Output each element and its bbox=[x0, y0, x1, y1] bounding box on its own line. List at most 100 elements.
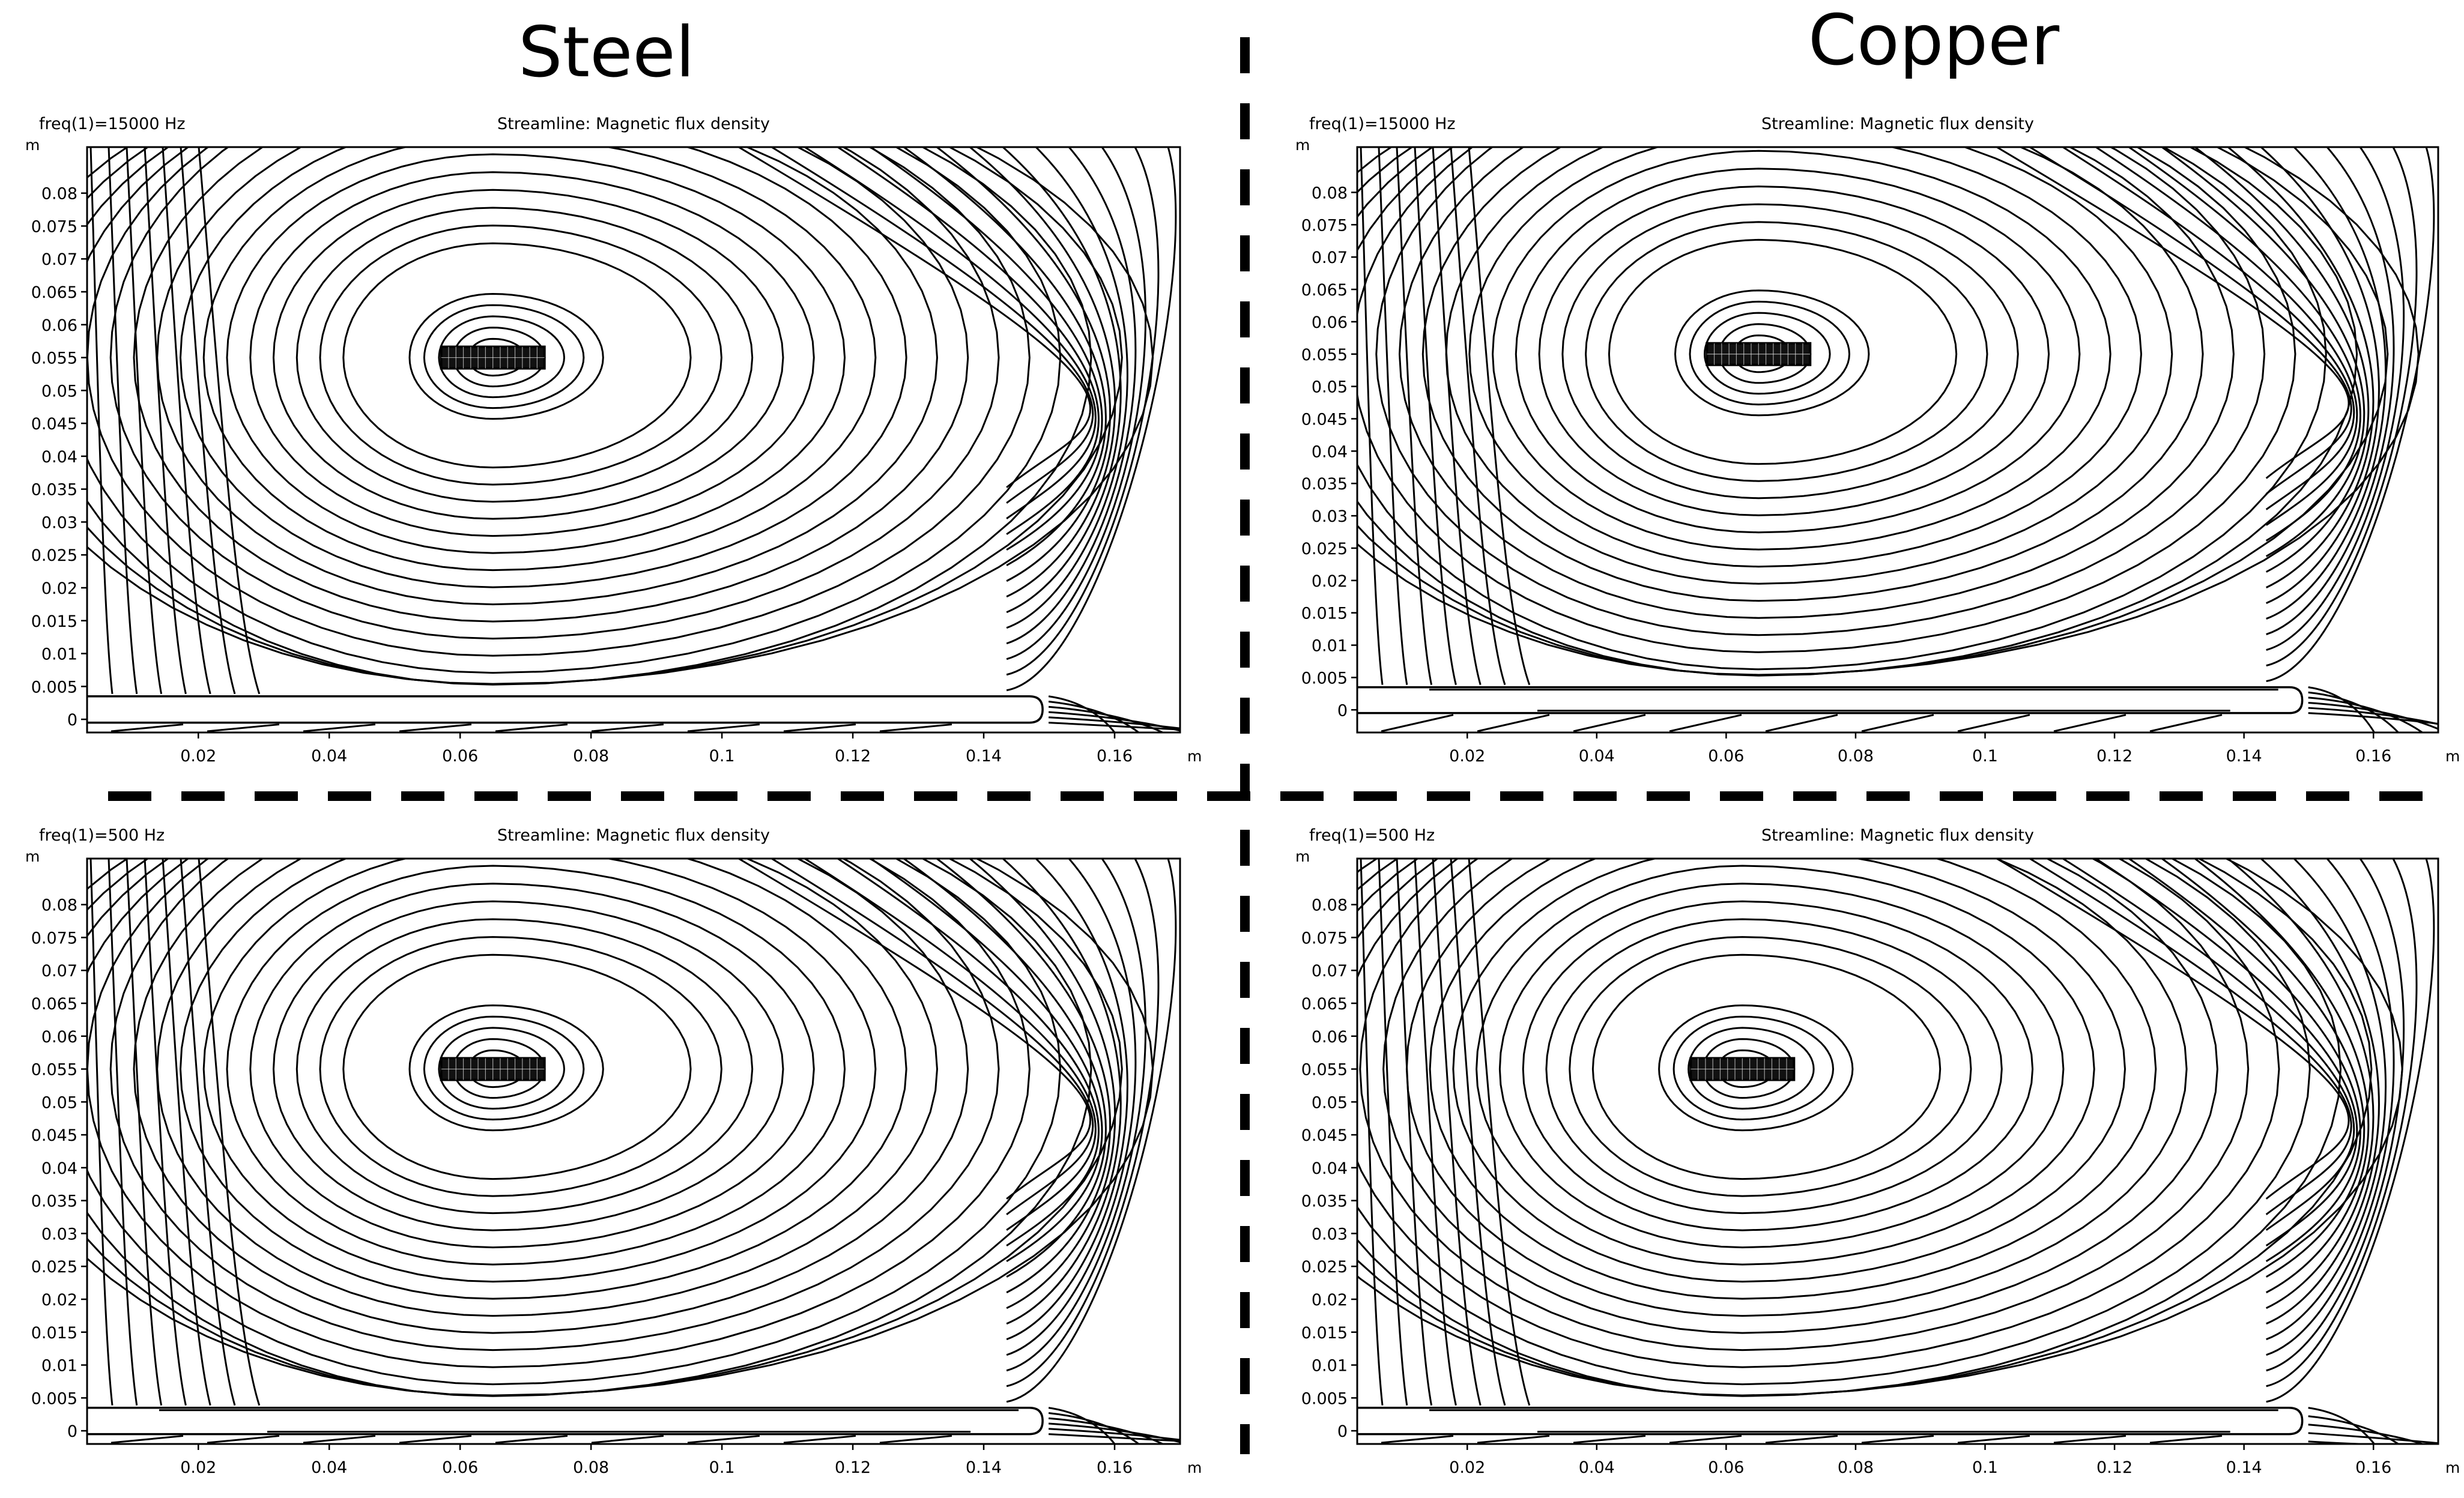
field-loop-line bbox=[1688, 1027, 1815, 1110]
y-tick-label: 0.005 bbox=[31, 1389, 77, 1408]
right-field-line bbox=[2095, 859, 2358, 1246]
field-loop-line bbox=[408, 1004, 604, 1132]
y-tick-label: 0.05 bbox=[41, 1093, 77, 1112]
frequency-label: freq(1)=500 Hz bbox=[39, 826, 165, 845]
field-loop-line bbox=[408, 292, 604, 420]
y-tick-label: 0.045 bbox=[1301, 1126, 1348, 1145]
field-loop-line bbox=[1452, 859, 2126, 1283]
left-field-line bbox=[180, 147, 236, 695]
x-tick-label: 0.06 bbox=[442, 747, 478, 766]
field-loop-line bbox=[1398, 147, 2235, 619]
x-tick-label: 0.12 bbox=[835, 747, 871, 766]
field-loop-line bbox=[87, 859, 1123, 1397]
streamline-plot-copper-15000hz: freq(1)=15000 Hz Streamline: Magnetic flu… bbox=[1295, 115, 2460, 766]
x-axis-unit-label: m bbox=[2445, 747, 2459, 765]
field-loop-line bbox=[1498, 883, 2065, 1249]
right-field-line bbox=[2266, 859, 2435, 1403]
y-tick-label: 0.035 bbox=[1301, 475, 1348, 494]
y-tick-label: 0.07 bbox=[1312, 249, 1348, 267]
x-tick-label: 0.14 bbox=[966, 1458, 1002, 1477]
left-field-line bbox=[1396, 147, 1433, 685]
under-plate-field-line bbox=[591, 1435, 664, 1444]
frequency-label: freq(1)=500 Hz bbox=[1309, 826, 1435, 845]
y-tick-label: 0.025 bbox=[31, 1258, 77, 1276]
field-loop-line bbox=[1421, 147, 2204, 602]
x-tick-label: 0.08 bbox=[1838, 1458, 1874, 1477]
under-plate-field-line bbox=[110, 723, 184, 732]
x-tick-label: 0.1 bbox=[709, 747, 735, 766]
field-loop-line bbox=[1522, 900, 2034, 1231]
right-field-line bbox=[1006, 147, 1160, 676]
plot-panel-steel-15000hz: freq(1)=15000 Hz Streamline: Magnetic flu… bbox=[24, 111, 1202, 786]
x-tick-label: 0.16 bbox=[1097, 1458, 1133, 1477]
left-field-line bbox=[1432, 859, 1482, 1406]
x-tick-label: 0.04 bbox=[1579, 747, 1615, 766]
x-tick-label: 0.06 bbox=[442, 1458, 478, 1477]
left-field-line bbox=[1360, 859, 1384, 1406]
right-field-line bbox=[738, 859, 1092, 1200]
under-plate-field-line bbox=[1573, 1435, 1646, 1444]
field-loop-line bbox=[1357, 859, 2311, 1386]
field-loop-line bbox=[1703, 312, 1831, 395]
plot-title: Streamline: Magnetic flux density bbox=[1761, 826, 2034, 845]
field-loop-line bbox=[249, 883, 815, 1249]
left-field-line bbox=[180, 859, 236, 1406]
right-field-line bbox=[1006, 147, 1137, 645]
under-plate-field-line bbox=[1573, 714, 1646, 732]
x-tick-label: 0.08 bbox=[573, 747, 609, 766]
field-loop-line bbox=[1561, 203, 2019, 500]
plate-tip-field-line bbox=[1049, 722, 1180, 731]
right-field-line bbox=[870, 147, 1103, 551]
field-loop-line bbox=[1569, 936, 1972, 1197]
y-tick-label: 0.06 bbox=[41, 1028, 77, 1046]
y-axis-unit-label: m bbox=[1295, 848, 1310, 865]
streamlines-group bbox=[1357, 147, 2438, 732]
field-loop-line bbox=[1357, 147, 2389, 677]
field-loop-line bbox=[438, 315, 566, 399]
right-field-line bbox=[2062, 859, 2355, 1231]
right-field-line bbox=[1002, 147, 1122, 614]
field-loop-line bbox=[87, 859, 1062, 1386]
right-field-line bbox=[870, 859, 1103, 1263]
left-field-line bbox=[144, 147, 187, 695]
right-field-line bbox=[804, 147, 1097, 519]
under-plate-field-line bbox=[1477, 1435, 1550, 1444]
y-tick-label: 0.05 bbox=[41, 382, 77, 400]
streamlines-group bbox=[87, 859, 1180, 1444]
plate-tip-field-line bbox=[2308, 712, 2438, 725]
field-loop-line bbox=[342, 953, 692, 1180]
y-tick-label: 0.045 bbox=[31, 415, 77, 433]
field-loop-line bbox=[423, 304, 585, 409]
right-field-line bbox=[1006, 859, 1177, 1403]
y-tick-label: 0.01 bbox=[1312, 637, 1348, 656]
field-loop-line bbox=[438, 1027, 566, 1110]
field-loop-line bbox=[1689, 300, 1851, 406]
left-field-line bbox=[126, 147, 163, 695]
y-tick-label: 0.065 bbox=[31, 995, 77, 1013]
right-field-line bbox=[771, 859, 1094, 1215]
y-tick-label: 0.075 bbox=[31, 217, 77, 236]
x-tick-label: 0.08 bbox=[1838, 747, 1874, 766]
plate-tip-field-line bbox=[2308, 696, 2423, 732]
field-loop-line bbox=[87, 147, 1123, 686]
right-field-line bbox=[1996, 859, 2350, 1200]
under-plate-field-line bbox=[399, 723, 472, 732]
y-tick-label: 0.045 bbox=[1301, 410, 1348, 429]
left-field-line bbox=[1396, 859, 1433, 1406]
streamline-plot-copper-500hz: freq(1)=500 Hz Streamline: Magnetic flux … bbox=[1295, 826, 2460, 1477]
x-tick-label: 0.16 bbox=[2355, 747, 2391, 766]
field-loop-line bbox=[109, 147, 1000, 640]
right-field-line bbox=[2260, 859, 2380, 1325]
left-field-line bbox=[1360, 147, 1384, 685]
y-tick-label: 0.06 bbox=[41, 316, 77, 335]
y-tick-label: 0.02 bbox=[1312, 572, 1348, 591]
y-tick-label: 0 bbox=[1337, 1422, 1348, 1441]
under-plate-field-line bbox=[1477, 714, 1550, 732]
right-field-line bbox=[2128, 859, 2361, 1263]
left-field-line bbox=[1378, 147, 1408, 685]
left-field-line bbox=[107, 859, 138, 1406]
y-axis-unit-label: m bbox=[1295, 136, 1310, 154]
under-plate-field-line bbox=[879, 1435, 952, 1444]
field-loop-line bbox=[109, 859, 1000, 1352]
y-tick-label: 0.015 bbox=[1301, 1324, 1348, 1342]
